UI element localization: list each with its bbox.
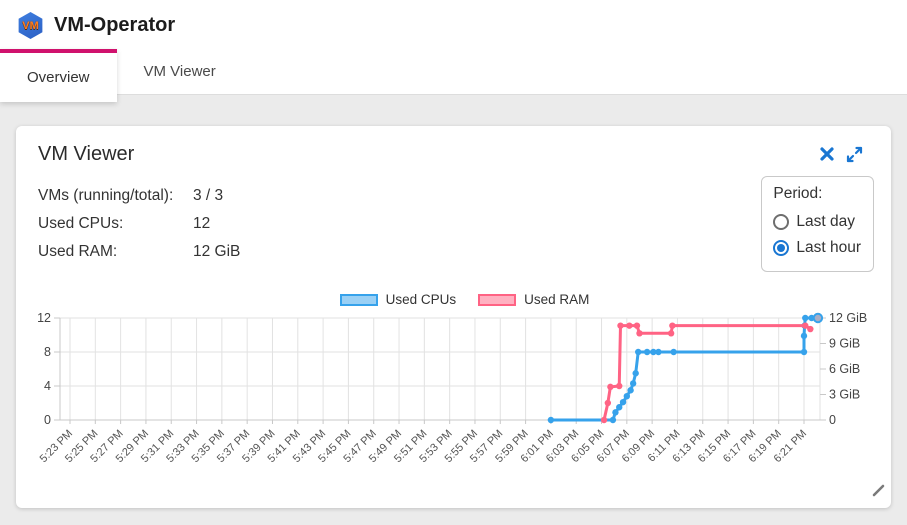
tab-overview[interactable]: Overview — [0, 49, 117, 102]
legend-label: Used RAM — [524, 292, 590, 307]
expand-button[interactable] — [845, 145, 863, 163]
radio-unselected-icon[interactable] — [773, 214, 790, 230]
stat-label: VMs (running/total): — [38, 187, 174, 204]
tabbar-rule — [0, 94, 907, 95]
stat-label: Used RAM: — [38, 243, 118, 260]
svg-text:6 GiB: 6 GiB — [829, 362, 860, 376]
vm-stats: VMs (running/total): 3 / 3 Used CPUs: 12 Use… — [38, 182, 891, 266]
tabbar: Overview VM Viewer — [0, 49, 907, 102]
close-button[interactable] — [818, 145, 836, 163]
radio-selected-icon[interactable] — [773, 240, 790, 256]
radio-last-hour[interactable]: Last hour — [773, 235, 861, 261]
legend-swatch-icon — [478, 293, 517, 306]
vm-viewer-card: VM Viewer VMs (run — [16, 126, 891, 508]
legend-item-used-cpus[interactable]: Used CPUs — [339, 292, 457, 307]
usage-chart: 0 4 8 12 0 3 GiB 6 GiB 9 GiB 12 GiB 5:23 PM 5:25 P… — [30, 309, 891, 486]
svg-text:0: 0 — [829, 413, 836, 427]
stat-row: VMs (running/total): 3 / 3 — [38, 182, 891, 210]
svg-text:12: 12 — [37, 311, 51, 325]
svg-text:9 GiB: 9 GiB — [829, 337, 860, 351]
app-logo-icon: VM — [18, 12, 43, 39]
radio-label: Last day — [796, 213, 855, 230]
app-title: VM-Operator — [54, 14, 176, 36]
stat-value: 3 / 3 — [193, 187, 224, 204]
legend-item-used-ram[interactable]: Used RAM — [478, 292, 589, 307]
stat-label: Used CPUs: — [38, 215, 124, 232]
chart-legend: Used CPUs Used RAM — [38, 292, 891, 307]
period-label: Period: — [773, 185, 823, 202]
svg-text:8: 8 — [44, 345, 51, 359]
radio-last-day[interactable]: Last day — [773, 209, 861, 235]
legend-swatch-icon — [339, 293, 378, 306]
card-title: VM Viewer — [38, 143, 135, 165]
legend-label: Used CPUs — [385, 292, 457, 307]
stat-value: 12 — [193, 215, 211, 232]
resize-icon — [872, 484, 885, 497]
stat-value: 12 GiB — [193, 243, 241, 260]
app-header: VM VM-Operator Overview VM Viewer — [0, 0, 907, 102]
tab-vm-viewer[interactable]: VM Viewer — [143, 63, 216, 80]
svg-text:12 GiB: 12 GiB — [829, 311, 867, 325]
content-area: VM Viewer VMs (run — [0, 95, 907, 525]
close-icon — [820, 147, 834, 161]
resize-handle[interactable] — [871, 483, 886, 503]
expand-icon — [846, 146, 862, 162]
stat-row: Used RAM: 12 GiB — [38, 238, 891, 266]
svg-text:3 GiB: 3 GiB — [829, 388, 860, 402]
stat-row: Used CPUs: 12 — [38, 210, 891, 238]
radio-label: Last hour — [796, 239, 861, 256]
svg-text:4: 4 — [44, 379, 51, 393]
period-box: Period: Last day Last hour — [761, 176, 874, 272]
svg-text:0: 0 — [44, 413, 51, 427]
